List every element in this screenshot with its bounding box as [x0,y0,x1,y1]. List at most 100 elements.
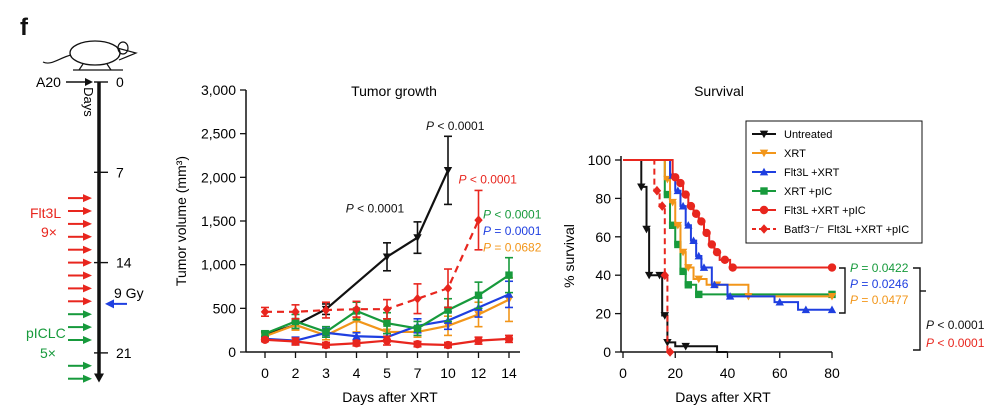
growth-y-tick-label: 0 [228,344,236,360]
survival-title: Survival [694,83,744,99]
piclc-dose-arrowhead [83,336,92,344]
growth-y-tick-label: 2,500 [201,126,236,142]
survival-p-value: P < 0.0001 [926,336,985,350]
survival-point [681,342,690,351]
flt3l-dose-arrowhead [83,207,92,215]
survival-p-value: P = 0.0246 [850,277,909,291]
survival-point [702,228,711,238]
survival-point [720,255,730,265]
growth-point [291,307,300,317]
mouse-body [69,40,121,66]
survival-point [660,270,669,280]
growth-point [382,336,392,345]
growth-point [413,293,422,304]
survival-point [668,221,677,229]
growth-point [443,166,453,175]
growth-point [321,305,331,315]
growth-p-value: P = 0.0001 [483,224,542,238]
survival-point [678,201,688,210]
legend-label: Flt3L +XRT [784,167,840,179]
legend-swatch-marker [759,130,769,139]
growth-point [261,329,269,338]
legend-swatch-marker [759,205,769,215]
survival-x-tick-label: 40 [720,365,736,381]
growth-p-value: P < 0.0001 [426,119,485,133]
timeline-tick-label: 7 [116,164,124,180]
mouse-tail [42,54,72,64]
survival-point [671,173,680,182]
survival-point [684,281,693,289]
survival-curve [623,159,832,311]
survival-legend: Untreated XRT Flt3L +XRT XRT +pIC Flt3L +XRT… [745,120,923,244]
flt3l-dose-arrowhead [83,232,92,241]
survival-point [728,263,737,272]
growth-y-label: Tumor volume (mm³) [173,156,189,286]
legend-box [745,120,923,244]
survival-point [725,292,735,300]
growth-p-value: P < 0.0001 [346,201,405,215]
survival-y-tick-label: 100 [588,152,612,168]
survival-series-flt3l_xrt [623,159,837,314]
timeline-tick-label: 21 [116,345,132,361]
growth-x-tick-label: 12 [471,365,487,381]
growth-x-tick-label: 0 [261,365,269,381]
growth-point [444,306,452,314]
survival-y-tick-label: 40 [595,267,611,283]
survival-point [707,240,717,249]
growth-p-value: P < 0.0001 [483,207,542,221]
growth-point [352,304,361,315]
survival-point [694,275,703,284]
growth-line [265,219,480,313]
survival-point [686,201,696,211]
a20-label: A20 [36,74,61,90]
flt3l-dose-arrowhead [83,271,92,280]
growth-point [413,234,422,242]
mouse-icon [42,40,138,71]
survival-curve [623,159,728,353]
mouse-head [116,47,138,61]
mouse-ear [117,41,129,55]
growth-p-value: P = 0.0682 [483,241,542,255]
growth-point [352,332,361,340]
survival-p-value: P < 0.0001 [926,318,985,332]
survival-point [655,271,664,280]
survival-x-tick-label: 60 [772,365,788,381]
survival-series-flt3l_xrt_pic [623,159,837,272]
growth-x-tick-label: 14 [501,365,517,381]
growth-point [321,340,331,350]
flt3l-dose-arrowhead [83,219,92,228]
legend-swatch-marker [759,149,769,158]
survival-point [668,198,677,207]
growth-point [474,291,483,299]
growth-p-value: P < 0.0001 [459,172,518,186]
legend-swatch-marker [760,187,768,195]
growth-x-label: Days after XRT [342,389,438,405]
timeline-tick-label: 14 [116,255,132,271]
survival-series-untreated [623,159,728,353]
timeline-tick-label: 0 [116,74,124,90]
flt3l-label: Flt3L [30,205,61,221]
legend-label: Flt3L +XRT +pIC [784,205,866,217]
flt3l-dose-arrowhead [83,284,92,293]
survival-y-tick-label: 0 [603,344,611,360]
mouse-leg [78,63,84,71]
growth-point [474,215,483,225]
flt3l-dose-arrowhead [83,258,92,267]
survival-point [689,236,698,244]
survival-point [678,248,688,257]
survival-point [827,305,837,314]
survival-x-tick-label: 0 [619,365,627,381]
survival-point [660,312,669,320]
survival-point [681,190,690,199]
survival-x-tick-label: 20 [667,365,683,381]
survival-point [695,290,703,299]
growth-point [443,283,453,294]
a20-arrowhead [85,78,93,86]
growth-point [352,339,361,348]
survival-y-label: % survival [561,224,577,288]
legend-label: Untreated [784,129,832,141]
survival-point [827,263,837,272]
timeline-arrowhead [94,373,104,383]
growth-point [383,319,391,327]
